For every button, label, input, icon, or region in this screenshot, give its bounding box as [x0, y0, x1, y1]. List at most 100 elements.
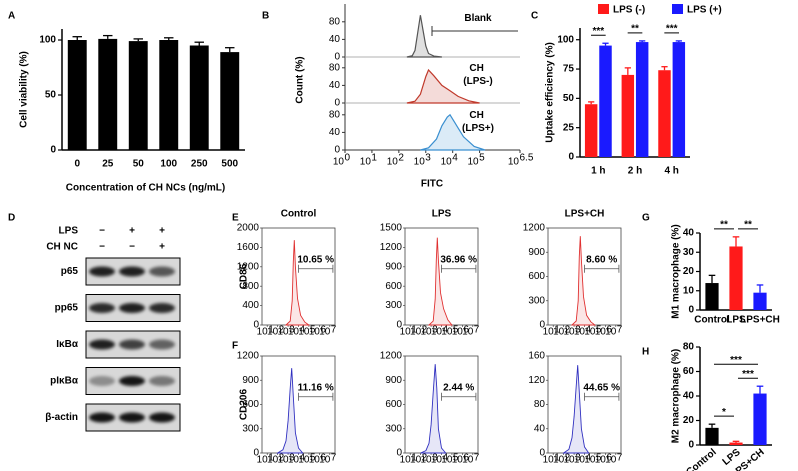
tick-label-exponent: 5: [310, 452, 316, 463]
tick-label-exponent: 4: [586, 452, 592, 463]
tick-label-exponent: 3: [289, 324, 295, 335]
bar: [67, 40, 87, 150]
tick-label-base: 10: [584, 455, 596, 466]
x-tick-label: 100: [160, 159, 177, 170]
panel-letter: E: [232, 213, 239, 224]
y-tick-label: 100: [557, 34, 574, 45]
column-title: LPS: [432, 209, 452, 220]
tick-label-exponent: 6: [606, 452, 612, 463]
tick-label-base: 10: [277, 455, 289, 466]
treatment-sign: −: [99, 226, 105, 237]
tick-label-base: 10: [543, 455, 555, 466]
treatment-sign: +: [159, 226, 165, 237]
x-tick-label: 1 h: [591, 166, 605, 177]
significance-label: **: [744, 219, 752, 230]
tick-label-exponent: 5: [596, 324, 602, 335]
density-curve: [406, 15, 442, 58]
tick-label-base: 10: [563, 455, 575, 466]
y-axis-label: Cell viability (%): [19, 51, 30, 128]
y-tick-label: 2000: [237, 223, 260, 234]
y-tick-label: 1200: [523, 223, 546, 234]
tick-label-exponent: 2: [422, 452, 428, 463]
bar: [658, 70, 671, 157]
blot-band: [149, 412, 175, 423]
y-tick-label: 0: [396, 448, 402, 459]
tick-label-base: 10: [584, 327, 596, 338]
y-tick-label: 0: [568, 152, 574, 163]
y-tick-label: 80: [329, 62, 341, 73]
y-axis-label: M2 macrophage (%): [671, 349, 682, 443]
x-tick-label: Control: [694, 315, 730, 326]
tick-label-base: 10: [563, 327, 575, 338]
tick-label-base: 10: [467, 157, 479, 168]
bar: [729, 246, 743, 310]
panel-letter: H: [642, 347, 649, 358]
tick-label-exponent: 2: [422, 324, 428, 335]
y-tick-label: 80: [329, 109, 341, 120]
bar: [753, 393, 767, 445]
significance-label: ***: [742, 369, 754, 380]
blot-band: [119, 412, 145, 423]
tick-label-exponent: 1: [554, 452, 560, 463]
tick-label-exponent: 6: [320, 452, 326, 463]
gate-label: 36.96 %: [440, 254, 477, 265]
tick-label-exponent: 1: [268, 452, 274, 463]
tick-label-exponent: 7: [617, 452, 623, 463]
series-label: CH (LPS-): [463, 63, 492, 87]
y-tick-label: 25: [563, 122, 575, 133]
y-tick-label: 0: [334, 145, 340, 156]
row-label: CD86: [239, 263, 250, 289]
tick-label-exponent: 2: [565, 452, 571, 463]
tick-label-exponent: 7: [617, 324, 623, 335]
bar: [584, 104, 598, 157]
tick-label-base: 10: [441, 327, 453, 338]
tick-label-exponent: 1: [411, 452, 417, 463]
tick-label-base: 10: [462, 455, 474, 466]
treatment-sign: +: [129, 226, 135, 237]
tick-label-exponent: 2: [279, 452, 285, 463]
y-tick-label: 40: [683, 391, 695, 402]
legend-swatch: [672, 4, 683, 14]
x-tick-label: 25: [102, 159, 114, 170]
y-tick-label: 20: [683, 266, 695, 277]
histogram-curve: [284, 240, 311, 326]
tick-label-exponent: 4: [300, 452, 306, 463]
panel-letter: C: [531, 11, 538, 22]
bar: [98, 38, 118, 150]
row-label: CD206: [239, 389, 250, 421]
protein-label: β-actin: [45, 412, 78, 423]
blot-band: [149, 339, 175, 350]
tick-label-base: 10: [387, 157, 399, 168]
tick-label-exponent: 4: [452, 153, 458, 164]
tick-label-base: 10: [420, 455, 432, 466]
x-tick-label: 500: [221, 159, 238, 170]
y-tick-label: 0: [396, 320, 402, 331]
tick-label-base: 10: [319, 327, 331, 338]
tick-label-exponent: 3: [432, 324, 438, 335]
tick-label-base: 10: [553, 327, 565, 338]
significance-label: ***: [592, 26, 604, 37]
y-tick-label: 80: [329, 16, 341, 27]
density-curve: [406, 68, 480, 104]
bar: [621, 74, 635, 157]
tick-label-exponent: 7: [474, 452, 480, 463]
tick-label-base: 10: [309, 455, 321, 466]
histogram-curve: [420, 364, 447, 454]
y-tick-label: 1600: [237, 242, 260, 253]
y-tick-label: 80: [534, 399, 546, 410]
tick-label-base: 10: [543, 327, 555, 338]
bar: [128, 41, 148, 150]
protein-label: IκBα: [56, 339, 79, 350]
blot-band: [119, 266, 145, 277]
tick-label-base: 10: [414, 157, 426, 168]
x-tick-label: 2 h: [628, 166, 642, 177]
y-tick-label: 50: [45, 90, 57, 101]
y-tick-label: 900: [528, 247, 545, 258]
tick-label-exponent: 2: [565, 324, 571, 335]
tick-label-base: 10: [257, 327, 269, 338]
y-tick-label: 1200: [237, 351, 260, 362]
tick-label-exponent: 4: [300, 324, 306, 335]
x-tick-label: 0: [74, 159, 80, 170]
blot-band: [89, 266, 115, 277]
y-tick-label: 75: [563, 64, 575, 75]
